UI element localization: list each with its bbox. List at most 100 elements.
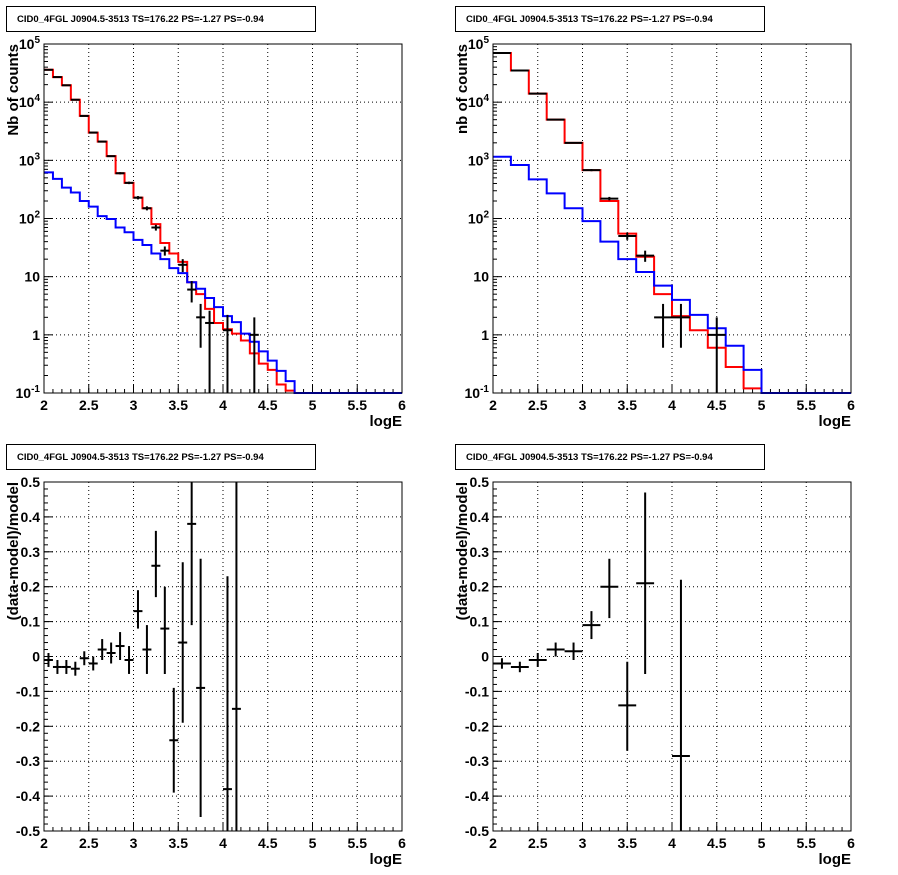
y-tick-label: 0.4 bbox=[21, 509, 41, 525]
y-tick-label: 1 bbox=[481, 327, 489, 343]
data-point bbox=[70, 661, 80, 676]
data-points bbox=[44, 482, 241, 831]
data-point bbox=[636, 492, 655, 674]
data-point bbox=[510, 661, 529, 673]
x-tick-label: 4 bbox=[219, 835, 227, 851]
x-tick-label: 5.5 bbox=[348, 397, 368, 413]
x-axis-title: logE bbox=[370, 413, 403, 430]
plot-area bbox=[44, 482, 402, 831]
panel-counts-right: CID0_4FGL J0904.5-3513 TS=176.22 PS=-1.2… bbox=[449, 0, 898, 437]
data-point bbox=[79, 114, 89, 117]
y-tick-exponent: 2 bbox=[34, 210, 40, 221]
y-tick-label: -0.3 bbox=[16, 753, 40, 769]
data-point bbox=[654, 303, 672, 348]
x-tick-label: 6 bbox=[847, 835, 855, 851]
y-tick-label: 0.3 bbox=[21, 544, 41, 560]
panel-residual-right: CID0_4FGL J0904.5-3513 TS=176.22 PS=-1.2… bbox=[449, 438, 898, 875]
x-tick-label: 2.5 bbox=[79, 835, 99, 851]
chart-title: CID0_4FGL J0904.5-3513 TS=176.22 PS=-1.2… bbox=[455, 444, 765, 470]
data-point bbox=[582, 168, 601, 172]
residual-plot-left: 2 2.5 3 3.5 4 4.5 5 5.5 6 -0.5 -0.4 -0.3 -0.2 -0.1 0 0.… bbox=[5, 474, 406, 868]
y-tick-exponent: 4 bbox=[483, 93, 489, 104]
plot-area bbox=[44, 44, 402, 393]
x-tick-label: 2 bbox=[40, 835, 48, 851]
x-tick-labels: 2 2.5 3 3.5 4 4.5 5 5.5 6 bbox=[489, 835, 855, 851]
data-point bbox=[582, 611, 601, 640]
y-tick-label: -0.2 bbox=[16, 718, 40, 734]
y-tick-label: 102 bbox=[19, 210, 41, 227]
data-point bbox=[618, 232, 637, 240]
y-tick-label: 0.4 bbox=[470, 509, 490, 525]
residual-plot-right: 2 2.5 3 3.5 4 4.5 5 5.5 6 -0.5 -0.4 -0.3 -0.2 -0.1 0 0.… bbox=[454, 474, 855, 868]
data-point bbox=[223, 314, 232, 393]
y-tick-label: -0.4 bbox=[465, 788, 489, 804]
y-axis-title: Nb of counts bbox=[5, 44, 22, 136]
data-point bbox=[133, 196, 143, 200]
y-axis-title: (data-model)/model bbox=[5, 482, 22, 620]
chart-title: CID0_4FGL J0904.5-3513 TS=176.22 PS=-1.2… bbox=[6, 6, 316, 32]
y-tick-label: 0.1 bbox=[470, 614, 490, 630]
y-tick-label: 0.3 bbox=[470, 544, 490, 560]
x-tick-label: 4 bbox=[668, 397, 676, 413]
data-points bbox=[44, 68, 259, 393]
data-point bbox=[196, 558, 206, 818]
x-tick-label: 3 bbox=[579, 835, 587, 851]
data-point bbox=[151, 224, 161, 231]
data-points bbox=[493, 52, 726, 393]
data-point bbox=[493, 658, 511, 669]
x-tick-label: 5.5 bbox=[348, 835, 368, 851]
data-point bbox=[106, 155, 116, 158]
y-tick-exponent: 5 bbox=[34, 35, 40, 46]
data-point bbox=[564, 141, 583, 144]
data-point bbox=[205, 310, 215, 393]
x-tick-label: 5 bbox=[758, 835, 766, 851]
x-tick-label: 3 bbox=[579, 397, 587, 413]
data-points bbox=[493, 492, 690, 831]
y-tick-label: -0.4 bbox=[16, 788, 40, 804]
y-axis-title: nb of counts bbox=[454, 44, 471, 134]
data-point bbox=[636, 250, 655, 262]
data-point bbox=[61, 84, 71, 87]
data-point bbox=[124, 181, 134, 185]
x-tick-label: 2 bbox=[489, 397, 497, 413]
y-axis-title: (data-model)/model bbox=[454, 482, 471, 620]
y-tick-label: 0 bbox=[32, 649, 40, 665]
x-tick-label: 3.5 bbox=[169, 835, 189, 851]
data-point bbox=[115, 632, 125, 660]
y-tick-label: -0.1 bbox=[465, 683, 489, 699]
x-tick-label: 6 bbox=[398, 397, 406, 413]
data-point bbox=[672, 303, 690, 348]
data-point bbox=[178, 259, 188, 273]
data-point bbox=[546, 118, 565, 121]
data-point bbox=[564, 642, 583, 660]
x-tick-label: 4 bbox=[219, 397, 227, 413]
y-tick-labels: -0.5 -0.4 -0.3 -0.2 -0.1 0 0.1 0.2 0.3 0.4 0.5 bbox=[465, 474, 489, 839]
x-tick-label: 5 bbox=[309, 397, 317, 413]
x-tick-label: 4.5 bbox=[707, 835, 727, 851]
data-point bbox=[231, 482, 241, 831]
x-tick-label: 2 bbox=[40, 397, 48, 413]
data-point bbox=[169, 687, 179, 793]
y-tick-label: 104 bbox=[468, 93, 490, 110]
x-tick-label: 3.5 bbox=[618, 835, 638, 851]
data-point bbox=[124, 646, 134, 674]
x-tick-label: 4.5 bbox=[258, 397, 278, 413]
data-point bbox=[600, 558, 619, 619]
axis-ticks bbox=[492, 481, 852, 832]
x-axis-title: logE bbox=[819, 413, 852, 430]
y-tick-label: 10-1 bbox=[465, 384, 490, 401]
axis-ticks bbox=[43, 481, 403, 832]
y-tick-exponent: 2 bbox=[483, 210, 489, 221]
data-point bbox=[88, 131, 98, 134]
data-point bbox=[97, 140, 107, 143]
y-tick-label: 1 bbox=[32, 327, 40, 343]
plot-frame bbox=[43, 481, 403, 832]
x-tick-label: 5.5 bbox=[797, 397, 817, 413]
x-axis-title: logE bbox=[819, 851, 852, 868]
panel-residual-left: CID0_4FGL J0904.5-3513 TS=176.22 PS=-1.2… bbox=[0, 438, 449, 875]
data-point bbox=[97, 639, 107, 660]
y-tick-exponent: -1 bbox=[31, 384, 40, 395]
data-point bbox=[88, 656, 98, 671]
data-point bbox=[106, 642, 116, 664]
y-tick-label: 10 bbox=[473, 269, 489, 285]
